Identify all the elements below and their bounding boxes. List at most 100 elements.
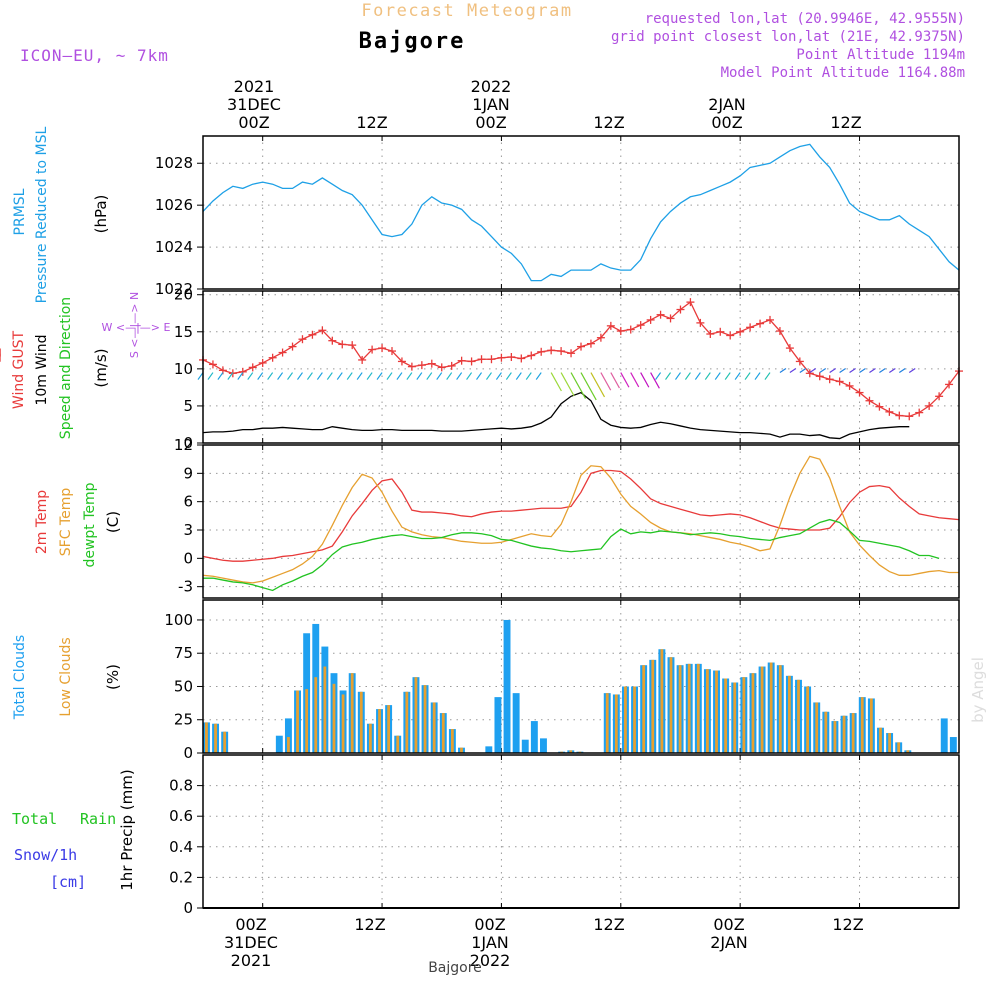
pressure-label-full: Pressure Reduced to MSL [34, 126, 50, 303]
cloud-labels: Total Clouds Low Clouds (%) [12, 635, 122, 720]
wind-arrow [326, 372, 333, 380]
low-cloud-bar [214, 723, 217, 753]
wind-arrow [829, 368, 837, 374]
wind-arrow [386, 372, 393, 380]
low-cloud-bar [724, 678, 728, 753]
clouds-ytick-label: 25 [174, 711, 193, 729]
low-cloud-bar [651, 659, 655, 753]
low-cloud-bar [751, 673, 755, 753]
temp-frame [202, 444, 960, 599]
low-cloud-bar [760, 666, 764, 753]
wind-arrow [426, 372, 433, 380]
wind-arrow [356, 372, 363, 380]
wind-ytick-label: 5 [183, 397, 193, 415]
wind-arrow [416, 372, 423, 380]
low-cloud-bar [660, 649, 664, 753]
low-cloud-bar [678, 665, 682, 753]
precip-ytick-label: 0.8 [169, 777, 193, 795]
pressure-panel: 1022 1024 1026 1028 [155, 135, 960, 298]
wind-arrow [247, 372, 254, 380]
wind-arrow [316, 372, 323, 380]
wind-arrow [505, 372, 512, 380]
low-cloud-bar [387, 705, 391, 753]
precip-axis-label: 1hr Precip (mm) [118, 769, 136, 890]
total-cloud-bar [521, 739, 529, 753]
wind-arrow [227, 372, 234, 380]
wind-arrow [694, 372, 701, 380]
wind-arrow [296, 372, 303, 380]
low-cloud-bar [350, 673, 354, 753]
series-line-prmsl [202, 143, 960, 282]
wind-arrow [406, 372, 413, 380]
wind-arrow [207, 372, 214, 380]
pressure-ytick-label: 1022 [155, 280, 193, 298]
temp-unit: (C) [104, 511, 122, 533]
total-cloud-bar [530, 721, 538, 753]
wind-arrow [560, 372, 575, 397]
low-cloud-bar [742, 677, 746, 753]
pressure-ytick-label: 1028 [155, 154, 193, 172]
low-cloud-bar [851, 713, 855, 753]
wind-arrow [550, 372, 562, 392]
wind-unit: (m/s) [92, 348, 110, 387]
low-cloud-bar [205, 722, 208, 753]
total-clouds-label: Total Clouds [12, 635, 28, 720]
wind-arrow [495, 372, 502, 380]
low-cloud-bar [788, 675, 791, 753]
series-line-sfc-temp [202, 455, 959, 584]
wind-arrow [366, 372, 373, 380]
wind-arrow [640, 372, 650, 388]
low-cloud-bar [669, 657, 673, 753]
precip-ytick-label: 0 [183, 899, 193, 917]
clouds-ytick-label: 0 [183, 744, 193, 762]
clouds-panel: 0 25 50 75 100 [164, 599, 960, 762]
wind-arrow [714, 372, 721, 380]
temp-ytick-label: -3 [178, 578, 193, 596]
total-cloud-bar [540, 738, 547, 753]
clouds-ytick-label: 100 [164, 611, 193, 629]
bottom-tick-label: 00Z 31DEC 2021 [224, 915, 278, 970]
wind-arrow [734, 372, 741, 380]
wind-arrow [849, 368, 856, 374]
wind-arrow [879, 368, 886, 374]
precip-ytick-label: 0.6 [169, 807, 193, 825]
wind-arrow [630, 372, 640, 388]
precip-panel: 0 0.2 0.4 0.6 0.8 [169, 754, 960, 917]
low-cloud-bar [460, 747, 463, 753]
low-cloud-bar [569, 750, 573, 753]
low-cloud-bar [432, 702, 436, 753]
wind-arrow [237, 372, 244, 380]
series-line-dewpt-temp [203, 518, 940, 592]
low-cloud-bar [359, 691, 363, 753]
wind-arrow [704, 372, 711, 380]
wind-arrow [476, 372, 483, 380]
low-cloud-bar [642, 665, 646, 753]
wind-labels: Wind GUST 10m Wind Speed and Direction (… [11, 292, 171, 439]
low-cloud-bar [842, 715, 846, 753]
wind-arrow [600, 372, 612, 391]
wind-arrow [277, 372, 284, 380]
product-title: Forecast Meteogram [361, 1, 572, 21]
low-cloud-bar [369, 723, 372, 753]
low-cloud-bar [778, 665, 782, 753]
low-cloud-bar [323, 666, 327, 753]
low-cloud-bar [824, 711, 828, 753]
wind-panel: 0 5 10 15 20 [0, 286, 963, 452]
low-cloud-bar [769, 662, 773, 753]
wind-arrow [650, 372, 660, 389]
wind-arrow [515, 372, 522, 380]
wind-ytick-label: 10 [174, 360, 193, 378]
total-cloud-bar [512, 693, 520, 753]
series-line-2m-temp [202, 469, 960, 562]
wind-arrow [764, 372, 771, 380]
model-name: ICON—EU, ~ 7km [20, 46, 169, 65]
pressure-frame [202, 135, 960, 290]
wind-arrow [610, 372, 620, 389]
wind-arrow [436, 372, 443, 380]
temp-ytick-label: 9 [183, 464, 193, 482]
wind-arrow [485, 372, 492, 380]
wind-gust-label: Wind GUST [11, 330, 27, 409]
low-cloud-bar [815, 702, 819, 753]
